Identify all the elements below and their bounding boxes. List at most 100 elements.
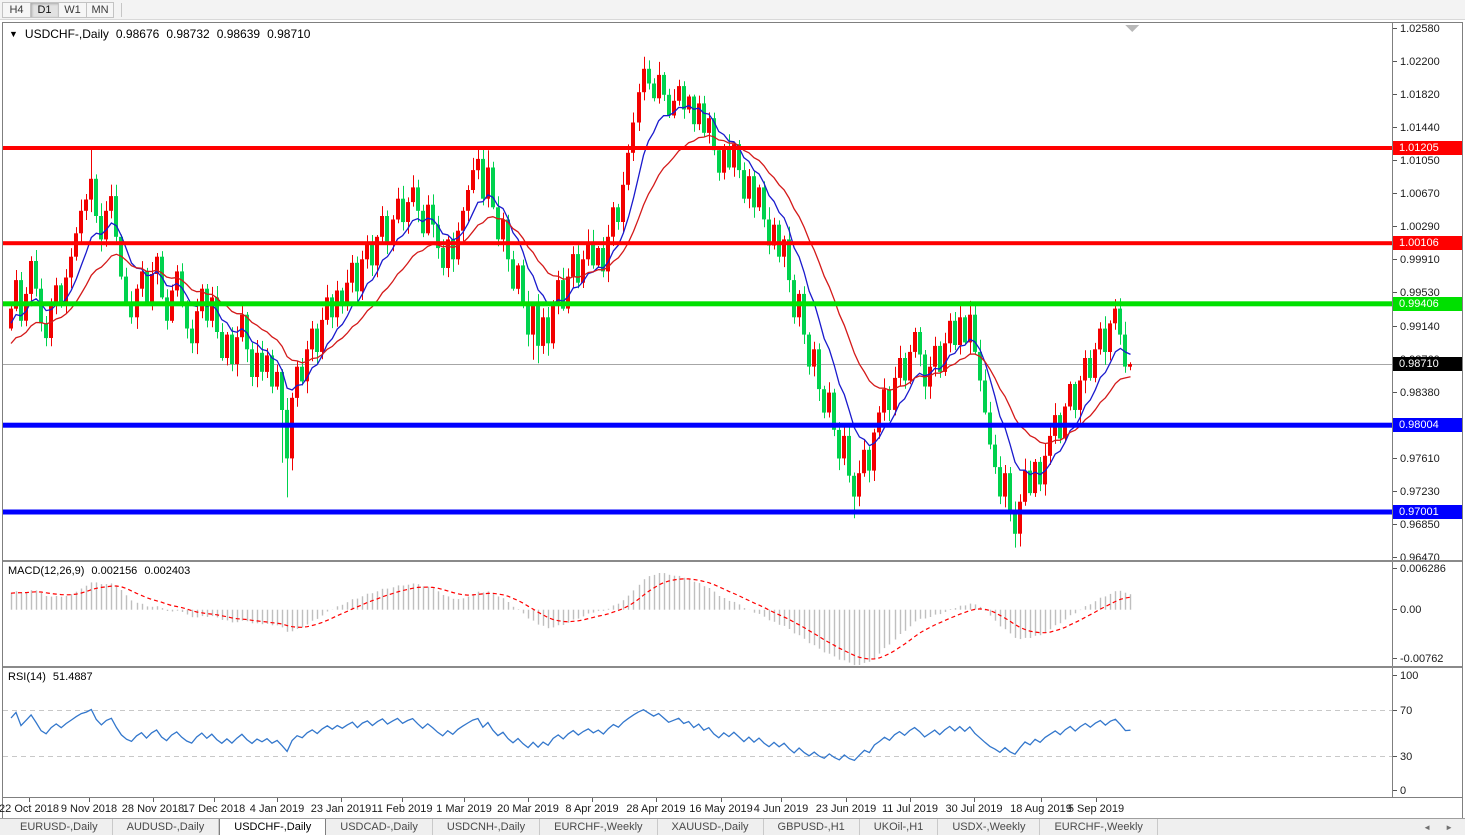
axis-tick-label: 100 <box>1393 669 1418 682</box>
timeframe-button-w1[interactable]: W1 <box>58 1 86 18</box>
axis-tick-label: 0.99910 <box>1393 253 1440 266</box>
macd-panel: MACD(12,26,9) 0.002156 0.002403 0.006286… <box>3 562 1462 666</box>
date-tick <box>781 798 782 802</box>
date-label: 23 Jun 2019 <box>815 803 877 815</box>
date-label: 28 Nov 2018 <box>121 803 185 815</box>
tab-eurchf-weekly[interactable]: EURCHF-,Weekly <box>540 819 658 835</box>
timeframe-toolbar: H4 D1 W1 MN <box>0 0 1465 20</box>
axis-tick-label: 0.97610 <box>1393 452 1440 465</box>
axis-tick-label: 0.98380 <box>1393 386 1440 399</box>
panel-divider[interactable] <box>3 666 1462 668</box>
axis-tick-label: 0.99140 <box>1393 320 1440 333</box>
date-label: 22 Oct 2018 <box>0 803 59 815</box>
rsi-name: RSI(14) <box>8 671 46 683</box>
toolbar-separator <box>121 2 122 17</box>
axis-tick-label: 1.00670 <box>1393 187 1440 200</box>
date-label: 4 Jan 2019 <box>249 803 305 815</box>
axis-tick-label: 0.99530 <box>1393 286 1440 299</box>
level-line-1.01205 <box>3 146 1392 150</box>
date-label: 20 Mar 2019 <box>497 803 559 815</box>
date-label: 8 Apr 2019 <box>565 803 619 815</box>
level-price-label: 0.97001 <box>1393 505 1462 519</box>
chart-symbol-period: USDCHF-,Daily <box>24 27 109 41</box>
date-label: 17 Dec 2018 <box>182 803 246 815</box>
date-tick <box>1096 798 1097 802</box>
axis-tick-label: 30 <box>1393 750 1412 763</box>
level-line-0.99406 <box>3 301 1392 307</box>
date-tick <box>464 798 465 802</box>
axis-tick-label: -0.00762 <box>1393 652 1443 665</box>
chart-tab-bar: EURUSD-,Daily AUDUSD-,Daily USDCHF-,Daily U… <box>0 818 1465 835</box>
date-tick <box>846 798 847 802</box>
date-tick <box>656 798 657 802</box>
date-tick <box>528 798 529 802</box>
timeframe-button-h4[interactable]: H4 <box>2 1 30 18</box>
tab-audusd-daily[interactable]: AUDUSD-,Daily <box>113 819 220 835</box>
date-axis[interactable]: 22 Oct 2018 9 Nov 2018 28 Nov 2018 17 Dec 2… <box>0 797 1462 819</box>
tab-usdcad-daily[interactable]: USDCAD-,Daily <box>326 819 433 835</box>
shift-marker-icon <box>1125 25 1140 32</box>
tab-scroll-right-icon[interactable]: ► <box>1445 822 1453 832</box>
axis-tick-label: 0 <box>1393 784 1406 797</box>
macd-value-signal: 0.002403 <box>144 565 191 577</box>
rsi-line <box>10 708 1131 762</box>
date-label: 23 Jan 2019 <box>310 803 372 815</box>
date-tick <box>402 798 403 802</box>
price-axis[interactable]: 1.02580 1.02200 1.01820 1.01440 1.01050 1.006… <box>1392 22 1462 564</box>
ohlc-close: 0.98710 <box>267 27 311 41</box>
date-tick <box>29 798 30 802</box>
tab-gbpusd-h1[interactable]: GBPUSD-,H1 <box>764 819 860 835</box>
date-tick <box>153 798 154 802</box>
date-label: 11 Jul 2019 <box>881 803 939 815</box>
date-label: 5 Sep 2019 <box>1067 803 1125 815</box>
axis-tick-label: 0.97230 <box>1393 485 1440 498</box>
ohlc-low: 0.98639 <box>216 27 261 41</box>
ohlc-open: 0.98676 <box>115 27 160 41</box>
axis-tick-label: 70 <box>1393 704 1412 717</box>
tab-eurchf-weekly[interactable]: EURCHF-,Weekly <box>1040 819 1158 835</box>
date-tick <box>89 798 90 802</box>
axis-tick-label: 1.02200 <box>1393 55 1440 68</box>
chart-tabs: EURUSD-,Daily AUDUSD-,Daily USDCHF-,Daily U… <box>6 819 1158 835</box>
date-tick <box>341 798 342 802</box>
rsi-canvas[interactable] <box>3 668 1392 797</box>
ohlc-high: 0.98732 <box>166 27 210 41</box>
macd-canvas[interactable] <box>3 562 1392 666</box>
macd-signal-line <box>10 578 1131 660</box>
tab-eurusd-daily[interactable]: EURUSD-,Daily <box>6 819 113 835</box>
date-tick <box>910 798 911 802</box>
rsi-label: RSI(14) 51.4887 <box>8 671 93 683</box>
date-tick <box>592 798 593 802</box>
tab-ukoil-h1[interactable]: UKOil-,H1 <box>860 819 939 835</box>
axis-tick-label: 1.02580 <box>1393 22 1440 35</box>
chart-title-collapse-icon[interactable]: ▼ <box>9 29 18 39</box>
timeframe-button-d1[interactable]: D1 <box>30 1 58 18</box>
tab-xauusd-daily[interactable]: XAUUSD-,Daily <box>658 819 764 835</box>
date-label: 9 Nov 2018 <box>60 803 118 815</box>
level-line-0.98004 <box>3 422 1392 428</box>
date-tick <box>974 798 975 802</box>
tab-scroll-left-icon[interactable]: ◄ <box>1423 822 1432 832</box>
rsi-panel: RSI(14) 51.4887 100 70 30 0 <box>3 668 1462 797</box>
axis-tick-label: 0.96850 <box>1393 518 1440 531</box>
tab-usdchf-daily[interactable]: USDCHF-,Daily <box>219 819 327 835</box>
date-label: 4 Jun 2019 <box>753 803 809 815</box>
date-label: 28 Apr 2019 <box>626 803 686 815</box>
date-label: 16 May 2019 <box>689 803 753 815</box>
tab-usdcnh-daily[interactable]: USDCNH-,Daily <box>433 819 541 835</box>
timeframe-button-mn[interactable]: MN <box>86 1 114 18</box>
axis-tick-label: 0.00 <box>1393 603 1421 616</box>
tab-scroll-arrows: ◄ ► <box>1423 819 1465 835</box>
level-price-label: 0.98004 <box>1393 418 1462 432</box>
level-line-1.00106 <box>3 241 1392 246</box>
macd-axis[interactable]: 0.006286 0.00 -0.00762 <box>1392 562 1462 666</box>
rsi-axis[interactable]: 100 70 30 0 <box>1392 668 1462 797</box>
date-label: 1 Mar 2019 <box>436 803 492 815</box>
macd-label: MACD(12,26,9) 0.002156 0.002403 <box>8 565 190 577</box>
main-chart-panel: ▼ USDCHF-,Daily 0.98676 0.98732 0.98639 … <box>3 22 1462 564</box>
date-tick <box>214 798 215 802</box>
panel-divider[interactable] <box>3 560 1462 562</box>
tab-usdx-weekly[interactable]: USDX-,Weekly <box>938 819 1041 835</box>
main-chart-canvas[interactable] <box>3 23 1392 560</box>
